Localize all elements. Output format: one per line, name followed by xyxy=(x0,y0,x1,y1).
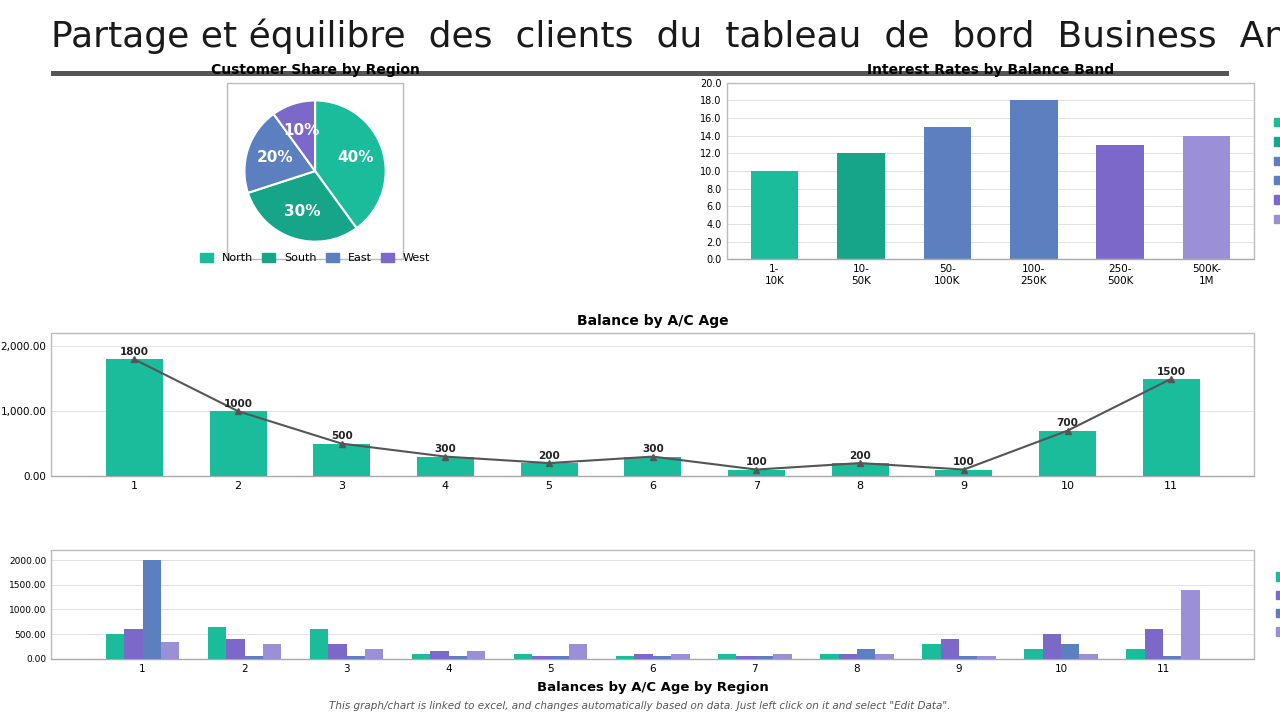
Bar xyxy=(736,657,755,659)
Bar xyxy=(1024,649,1043,659)
Text: Partage et équilibre  des  clients  du  tableau  de  bord  Business  Analytics…: Partage et équilibre des clients du tabl… xyxy=(51,18,1280,53)
Bar xyxy=(837,153,884,259)
Bar xyxy=(941,639,959,659)
Bar xyxy=(625,456,681,476)
Bar xyxy=(262,644,282,659)
Bar xyxy=(1097,145,1144,259)
Title: Interest Rates by Balance Band: Interest Rates by Balance Band xyxy=(867,63,1114,78)
Text: 500: 500 xyxy=(332,431,352,441)
Bar xyxy=(936,469,992,476)
Title: Balance by A/C Age: Balance by A/C Age xyxy=(577,314,728,328)
Bar xyxy=(1144,629,1164,659)
Bar xyxy=(521,463,577,476)
Bar xyxy=(449,657,467,659)
Bar xyxy=(718,654,736,659)
Bar xyxy=(616,657,635,659)
Bar xyxy=(977,657,996,659)
Bar xyxy=(106,634,124,659)
Text: 30%: 30% xyxy=(284,204,320,219)
Bar xyxy=(550,657,570,659)
Bar xyxy=(750,171,799,259)
Bar xyxy=(1039,431,1096,476)
Text: 100: 100 xyxy=(746,457,767,467)
Bar xyxy=(417,456,474,476)
Text: This graph/chart is linked to excel, and changes automatically based on data. Ju: This graph/chart is linked to excel, and… xyxy=(329,701,951,711)
Text: 10%: 10% xyxy=(284,123,320,138)
Text: 200: 200 xyxy=(539,451,559,461)
Bar xyxy=(653,657,671,659)
Bar xyxy=(1043,634,1061,659)
Text: 200: 200 xyxy=(850,451,870,461)
Bar xyxy=(671,654,690,659)
Bar xyxy=(922,644,941,659)
Bar xyxy=(1126,649,1144,659)
Text: 300: 300 xyxy=(643,444,663,454)
Bar xyxy=(207,626,227,659)
Legend: North, South, East, West: North, South, East, West xyxy=(196,248,435,268)
Bar xyxy=(635,654,653,659)
Text: 700: 700 xyxy=(1056,418,1079,428)
Legend: North, South, East, West: North, South, East, West xyxy=(1271,568,1280,641)
Legend: 1-10K, 10-50K, 50-100K, 100-250K, 250-500K, 500K-1M: 1-10K, 10-50K, 50-100K, 100-250K, 250-50… xyxy=(1270,114,1280,229)
Bar xyxy=(210,411,266,476)
Bar xyxy=(1061,644,1079,659)
Bar xyxy=(244,657,262,659)
Bar xyxy=(728,469,785,476)
Bar xyxy=(1079,654,1098,659)
Text: 20%: 20% xyxy=(256,150,293,166)
Bar xyxy=(924,127,972,259)
Bar xyxy=(832,463,888,476)
Text: 1500: 1500 xyxy=(1157,366,1185,377)
Bar xyxy=(430,652,449,659)
Bar xyxy=(755,657,773,659)
Bar xyxy=(1010,101,1057,259)
Wedge shape xyxy=(274,101,315,171)
Text: 100: 100 xyxy=(954,457,974,467)
Text: 1000: 1000 xyxy=(224,399,252,409)
Bar xyxy=(314,444,370,476)
X-axis label: Balances by A/C Age by Region: Balances by A/C Age by Region xyxy=(536,680,769,693)
Bar xyxy=(227,639,244,659)
Bar xyxy=(532,657,550,659)
Text: 1800: 1800 xyxy=(120,347,148,357)
Bar xyxy=(515,654,532,659)
Bar xyxy=(51,333,1254,476)
Bar xyxy=(124,629,142,659)
Bar xyxy=(727,83,1254,259)
Bar xyxy=(820,654,838,659)
Bar xyxy=(1164,657,1181,659)
Bar xyxy=(227,83,403,259)
Wedge shape xyxy=(248,171,357,242)
Bar xyxy=(347,657,365,659)
Bar xyxy=(773,654,791,659)
Bar xyxy=(329,644,347,659)
Bar xyxy=(1183,136,1230,259)
Bar xyxy=(161,642,179,659)
Text: 40%: 40% xyxy=(337,150,374,166)
Bar xyxy=(310,629,329,659)
Bar xyxy=(1143,379,1199,476)
Bar xyxy=(467,652,485,659)
Title: Customer Share by Region: Customer Share by Region xyxy=(211,63,420,78)
Bar xyxy=(570,644,588,659)
Bar xyxy=(142,560,161,659)
Bar xyxy=(838,654,856,659)
Bar xyxy=(959,657,977,659)
Bar xyxy=(365,649,384,659)
Text: 300: 300 xyxy=(435,444,456,454)
Wedge shape xyxy=(244,114,315,193)
Bar xyxy=(1181,590,1199,659)
Wedge shape xyxy=(315,101,385,228)
Bar xyxy=(106,359,163,476)
Bar xyxy=(876,654,893,659)
Bar xyxy=(51,550,1254,659)
Bar xyxy=(856,649,876,659)
Bar xyxy=(412,654,430,659)
